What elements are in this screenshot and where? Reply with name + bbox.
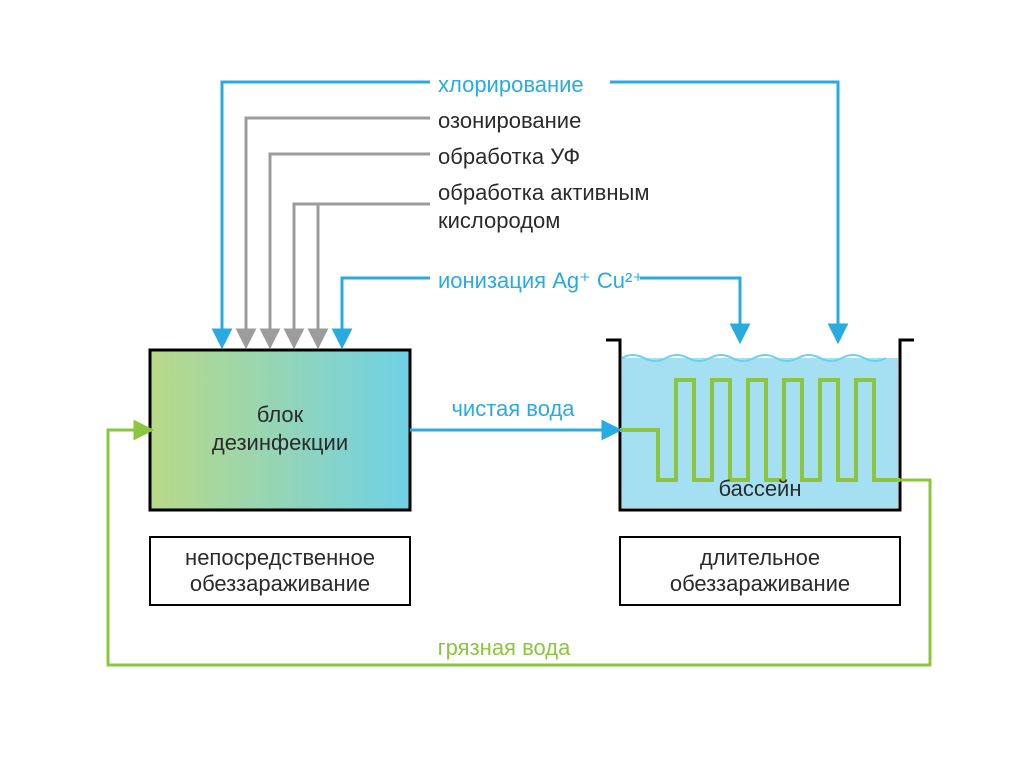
long-caption-box: длительное обеззараживание [620, 537, 900, 605]
chlorination-right-branch [610, 82, 838, 338]
pool-block: бассейн [606, 340, 914, 510]
uv-label: обработка УФ [438, 144, 580, 169]
chlorination-label: хлорирование [438, 72, 584, 97]
long-label-2: обеззараживание [670, 571, 850, 596]
direct-label-1: непосредственное [185, 545, 375, 570]
clean-water-label: чистая вода [451, 396, 575, 421]
clean-water-flow: чистая вода [410, 396, 616, 430]
active-oxygen-label-1: обработка активным [438, 180, 649, 205]
direct-caption-box: непосредственное обеззараживание [150, 537, 410, 605]
active-oxygen-label-2: кислородом [438, 208, 560, 233]
dirty-water-label: грязная вода [438, 635, 571, 660]
direct-label-2: обеззараживание [190, 571, 370, 596]
treatment-arrows [222, 82, 430, 343]
disinfection-block: блок дезинфекции [150, 350, 410, 510]
ionization-right-branch [640, 278, 740, 338]
disinfection-label-1: блок [257, 402, 304, 427]
ozonation-label: озонирование [438, 108, 581, 133]
disinfection-label-2: дезинфекции [212, 430, 348, 455]
ionization-label: ионизация Ag⁺ Cu²⁺ [438, 268, 644, 293]
long-label-1: длительное [700, 545, 820, 570]
pool-label: бассейн [718, 476, 801, 501]
